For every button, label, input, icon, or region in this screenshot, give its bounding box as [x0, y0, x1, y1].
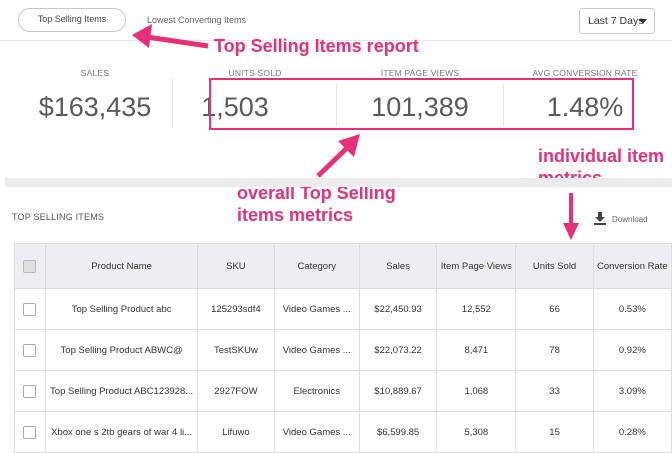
overall-metrics-highlight: [209, 78, 634, 130]
cell-category: Video Games ...: [273, 288, 360, 330]
metric-units-sold-value: 1,503: [201, 92, 269, 122]
annotation-overall-line1: overall Top Selling: [237, 183, 396, 203]
cell-units-sold: 33: [515, 370, 594, 412]
divider: [503, 84, 504, 126]
select-all-cell[interactable]: [14, 243, 46, 289]
annotation-overall-line2: items metrics: [237, 205, 354, 225]
cell-sku: TestSKUw: [197, 329, 275, 371]
column-header-units-sold[interactable]: Units Sold: [515, 243, 594, 289]
row-select-cell[interactable]: [14, 329, 46, 371]
metric-sales-value: $163,435: [38, 92, 152, 122]
table-row[interactable]: Top Selling Product ABWC@ TestSKUw Video…: [14, 329, 672, 371]
cell-conversion-rate: 0.28%: [592, 411, 672, 453]
cell-item-page-views: 8,471: [436, 329, 517, 371]
download-button[interactable]: Download: [612, 215, 648, 224]
download-icon[interactable]: [593, 211, 607, 225]
cell-product-name: Top Selling Product ABWC@: [44, 329, 199, 371]
column-header-product-name[interactable]: Product Name: [44, 243, 199, 289]
date-range-select[interactable]: Last 7 Days: [579, 8, 655, 34]
metric-avg-conversion-value: 1.48%: [546, 92, 624, 122]
cell-product-name: Top Selling Product ABC123928...: [44, 370, 199, 412]
metric-avg-conversion-label: AVG CONVERSION RATE: [532, 68, 638, 78]
row-checkbox[interactable]: [23, 343, 37, 357]
tab-lowest-converting-items[interactable]: Lowest Converting Items: [147, 15, 247, 25]
date-range-value: Last 7 Days: [588, 15, 644, 27]
row-select-cell[interactable]: [14, 411, 46, 453]
cell-sku: 125293sdf4: [197, 288, 275, 330]
cell-item-page-views: 12,552: [436, 288, 517, 330]
column-header-conversion-rate[interactable]: Conversion Rate: [592, 243, 672, 289]
cell-category: Video Games ...: [273, 411, 360, 453]
cell-product-name: Top Selling Product abc: [44, 288, 199, 330]
chevron-down-icon: [639, 19, 647, 24]
cell-category: Electronics: [273, 370, 360, 412]
column-header-sku[interactable]: SKU: [197, 243, 275, 289]
cell-item-page-views: 5,308: [436, 411, 517, 453]
divider: [0, 40, 672, 41]
cell-sku: Lifuwo: [197, 411, 275, 453]
cell-item-page-views: 1,068: [436, 370, 517, 412]
tab-top-selling-items[interactable]: Top Selling Items: [18, 8, 126, 32]
cell-conversion-rate: 0.53%: [592, 288, 672, 330]
row-select-cell[interactable]: [14, 288, 46, 330]
divider: [172, 78, 173, 126]
cell-conversion-rate: 3.09%: [592, 370, 672, 412]
column-header-sales[interactable]: Sales: [358, 243, 438, 289]
cell-category: Video Games ...: [273, 329, 360, 371]
metric-item-page-views-label: ITEM PAGE VIEWS: [380, 68, 460, 78]
top-selling-items-table: Product Name SKU Category Sales Item Pag…: [14, 243, 672, 453]
cell-units-sold: 66: [515, 288, 594, 330]
row-checkbox[interactable]: [23, 425, 37, 439]
cell-sales: $6,599.85: [358, 411, 438, 453]
row-checkbox[interactable]: [23, 302, 37, 316]
section-title: TOP SELLING ITEMS: [12, 212, 105, 222]
cell-product-name: Xbox one s 2tb gears of war 4 li...: [44, 411, 199, 453]
cell-units-sold: 15: [515, 411, 594, 453]
annotation-arrows: [132, 24, 579, 240]
cell-sales: $22,073.22: [358, 329, 438, 371]
table-row[interactable]: Xbox one s 2tb gears of war 4 li... Lifu…: [14, 411, 672, 453]
cell-conversion-rate: 0.92%: [592, 329, 672, 371]
metric-item-page-views-value: 101,389: [371, 92, 469, 122]
metric-units-sold-label: UNITS SOLD: [228, 68, 282, 78]
row-select-cell[interactable]: [14, 370, 46, 412]
divider: [336, 84, 337, 126]
table-row[interactable]: Top Selling Product abc 125293sdf4 Video…: [14, 288, 672, 330]
cell-units-sold: 78: [515, 329, 594, 371]
table-header-row: Product Name SKU Category Sales Item Pag…: [14, 243, 672, 289]
cell-sales: $22,450.93: [358, 288, 438, 330]
table-row[interactable]: Top Selling Product ABC123928... 2927FOW…: [14, 370, 672, 412]
section-divider: [5, 178, 672, 187]
cell-sales: $10,889.67: [358, 370, 438, 412]
column-header-item-page-views[interactable]: Item Page Views: [436, 243, 517, 289]
row-checkbox[interactable]: [23, 384, 37, 398]
metric-sales-label: SALES: [80, 68, 110, 78]
annotation-individual-line1: individual item: [538, 146, 665, 166]
annotation-report: Top Selling Items report: [214, 36, 419, 56]
cell-sku: 2927FOW: [197, 370, 275, 412]
column-header-category[interactable]: Category: [273, 243, 360, 289]
select-all-checkbox[interactable]: [23, 259, 37, 273]
